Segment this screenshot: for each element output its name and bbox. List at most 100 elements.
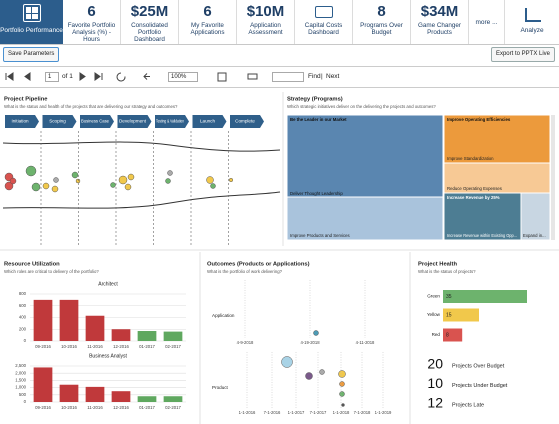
bar[interactable]	[111, 391, 131, 402]
treemap-label: Be the Leader in our Market	[290, 117, 347, 122]
find-link[interactable]: Find	[308, 73, 321, 80]
y-tick-label: Yellow	[427, 312, 441, 317]
y-tick-label: 2,500	[15, 363, 26, 368]
treemap-label: Improve Operating Efficiencies	[447, 117, 511, 122]
panel-subtitle: Which strategic initiatives deliver on t…	[287, 104, 436, 109]
bar[interactable]	[33, 299, 53, 341]
treemap-cell[interactable]	[286, 196, 444, 241]
bubble[interactable]	[206, 176, 214, 184]
prev-page[interactable]	[24, 72, 31, 81]
first-page[interactable]	[5, 72, 14, 81]
bubble[interactable]	[124, 183, 132, 191]
last-page[interactable]	[94, 72, 103, 81]
dot[interactable]	[341, 403, 345, 407]
dot[interactable]	[338, 370, 346, 378]
bar[interactable]	[443, 290, 527, 303]
stage-chevron	[5, 115, 39, 128]
tile[interactable]: $34M Game Changer Products	[411, 0, 469, 44]
x-tick-label: 1-1-2017	[288, 410, 305, 415]
y-tick-label: 1,000	[15, 385, 26, 390]
y-tick-label: 500	[19, 392, 27, 397]
bubble[interactable]	[4, 181, 14, 191]
save-button[interactable]: Save Parameters	[3, 47, 60, 62]
export-button[interactable]: Export to PPTX Live	[490, 47, 555, 62]
tile-label: My Favorite Applications	[190, 22, 225, 37]
bubble[interactable]	[51, 185, 59, 193]
bubble[interactable]	[118, 175, 128, 185]
bubble[interactable]	[228, 177, 234, 183]
bubble[interactable]	[110, 182, 116, 188]
dot[interactable]	[281, 356, 293, 368]
bubble[interactable]	[210, 183, 216, 189]
bubble[interactable]	[127, 173, 135, 181]
panel-title: Outcomes (Products or Applications)	[207, 262, 310, 268]
tile[interactable]: $10M Application Assessment	[237, 0, 295, 44]
bar[interactable]	[163, 331, 183, 341]
bubble[interactable]	[75, 178, 81, 184]
bubble[interactable]	[165, 178, 171, 184]
treemap-cell[interactable]	[286, 114, 444, 198]
tile-value: $25M	[130, 3, 169, 20]
tile-value: $34M	[420, 3, 459, 20]
bar[interactable]	[85, 315, 105, 341]
dot[interactable]	[319, 369, 325, 375]
scrollbar[interactable]	[551, 115, 555, 240]
refresh[interactable]	[116, 72, 126, 82]
stage-chevron	[155, 115, 189, 128]
tile-value: $10M	[246, 3, 285, 20]
back[interactable]	[143, 73, 150, 80]
tile[interactable]: 6 Favorite Portfolio Analysis (%) - Hours	[63, 0, 121, 44]
bubble[interactable]	[167, 170, 173, 176]
x-tick-label: 7-1-2016	[264, 410, 281, 415]
bar[interactable]	[111, 329, 131, 341]
bubble[interactable]	[31, 182, 41, 192]
bar[interactable]	[443, 308, 479, 322]
row-label: Product	[212, 385, 229, 390]
home-tile[interactable]: Portfolio Performance	[0, 0, 63, 44]
next-link[interactable]: Next	[326, 73, 340, 80]
next-page[interactable]	[79, 72, 86, 81]
treemap-cell[interactable]	[520, 192, 551, 241]
tile-label: Consolidated Portfolio Dashboard	[131, 22, 168, 44]
bar[interactable]	[33, 367, 53, 402]
bubble[interactable]	[53, 177, 59, 183]
x-tick-label: 7-1-2018	[354, 410, 371, 415]
dot[interactable]	[339, 391, 345, 397]
stage-label: Complete	[235, 119, 255, 124]
tile[interactable]: Capital Costs Dashboard	[295, 0, 353, 44]
more-link[interactable]: more ...	[469, 0, 505, 44]
bar[interactable]	[59, 384, 79, 402]
funnel-top	[2, 141, 281, 152]
separator: |	[321, 73, 323, 80]
tile[interactable]: 6 My Favorite Applications	[179, 0, 237, 44]
bar[interactable]	[85, 386, 105, 402]
save-icon[interactable]	[217, 72, 227, 82]
stage-label: Initiation	[11, 119, 29, 124]
bar[interactable]	[59, 299, 79, 341]
dot[interactable]	[313, 330, 319, 336]
treemap-cell[interactable]	[443, 162, 551, 194]
tile[interactable]: $25M Consolidated Portfolio Dashboard	[121, 0, 179, 44]
dot[interactable]	[339, 381, 345, 387]
x-tick-label: 4-9-2018	[237, 340, 254, 345]
tile[interactable]: 8 Programs Over Budget	[353, 0, 411, 44]
stage-label: Launch	[200, 119, 216, 124]
page-input[interactable]: 1	[45, 72, 59, 82]
dot[interactable]	[305, 372, 313, 380]
analyze-button[interactable]: Analyze	[505, 0, 559, 44]
find-input[interactable]	[272, 72, 304, 82]
bar[interactable]	[137, 396, 157, 402]
bubble[interactable]	[9, 177, 17, 185]
bubble[interactable]	[71, 171, 79, 179]
print-icon[interactable]	[247, 73, 258, 80]
bar[interactable]	[137, 331, 157, 341]
tile-value: 6	[87, 3, 96, 20]
bubble[interactable]	[42, 182, 50, 190]
row-label: Application	[212, 313, 235, 318]
bar[interactable]	[163, 396, 183, 402]
tiles: 6 Favorite Portfolio Analysis (%) - Hours…	[63, 0, 469, 44]
zoom-select[interactable]: 100%	[168, 72, 198, 82]
bar[interactable]	[443, 328, 463, 342]
count-label: Projects Under Budget	[452, 383, 508, 389]
bubble[interactable]	[25, 165, 37, 177]
